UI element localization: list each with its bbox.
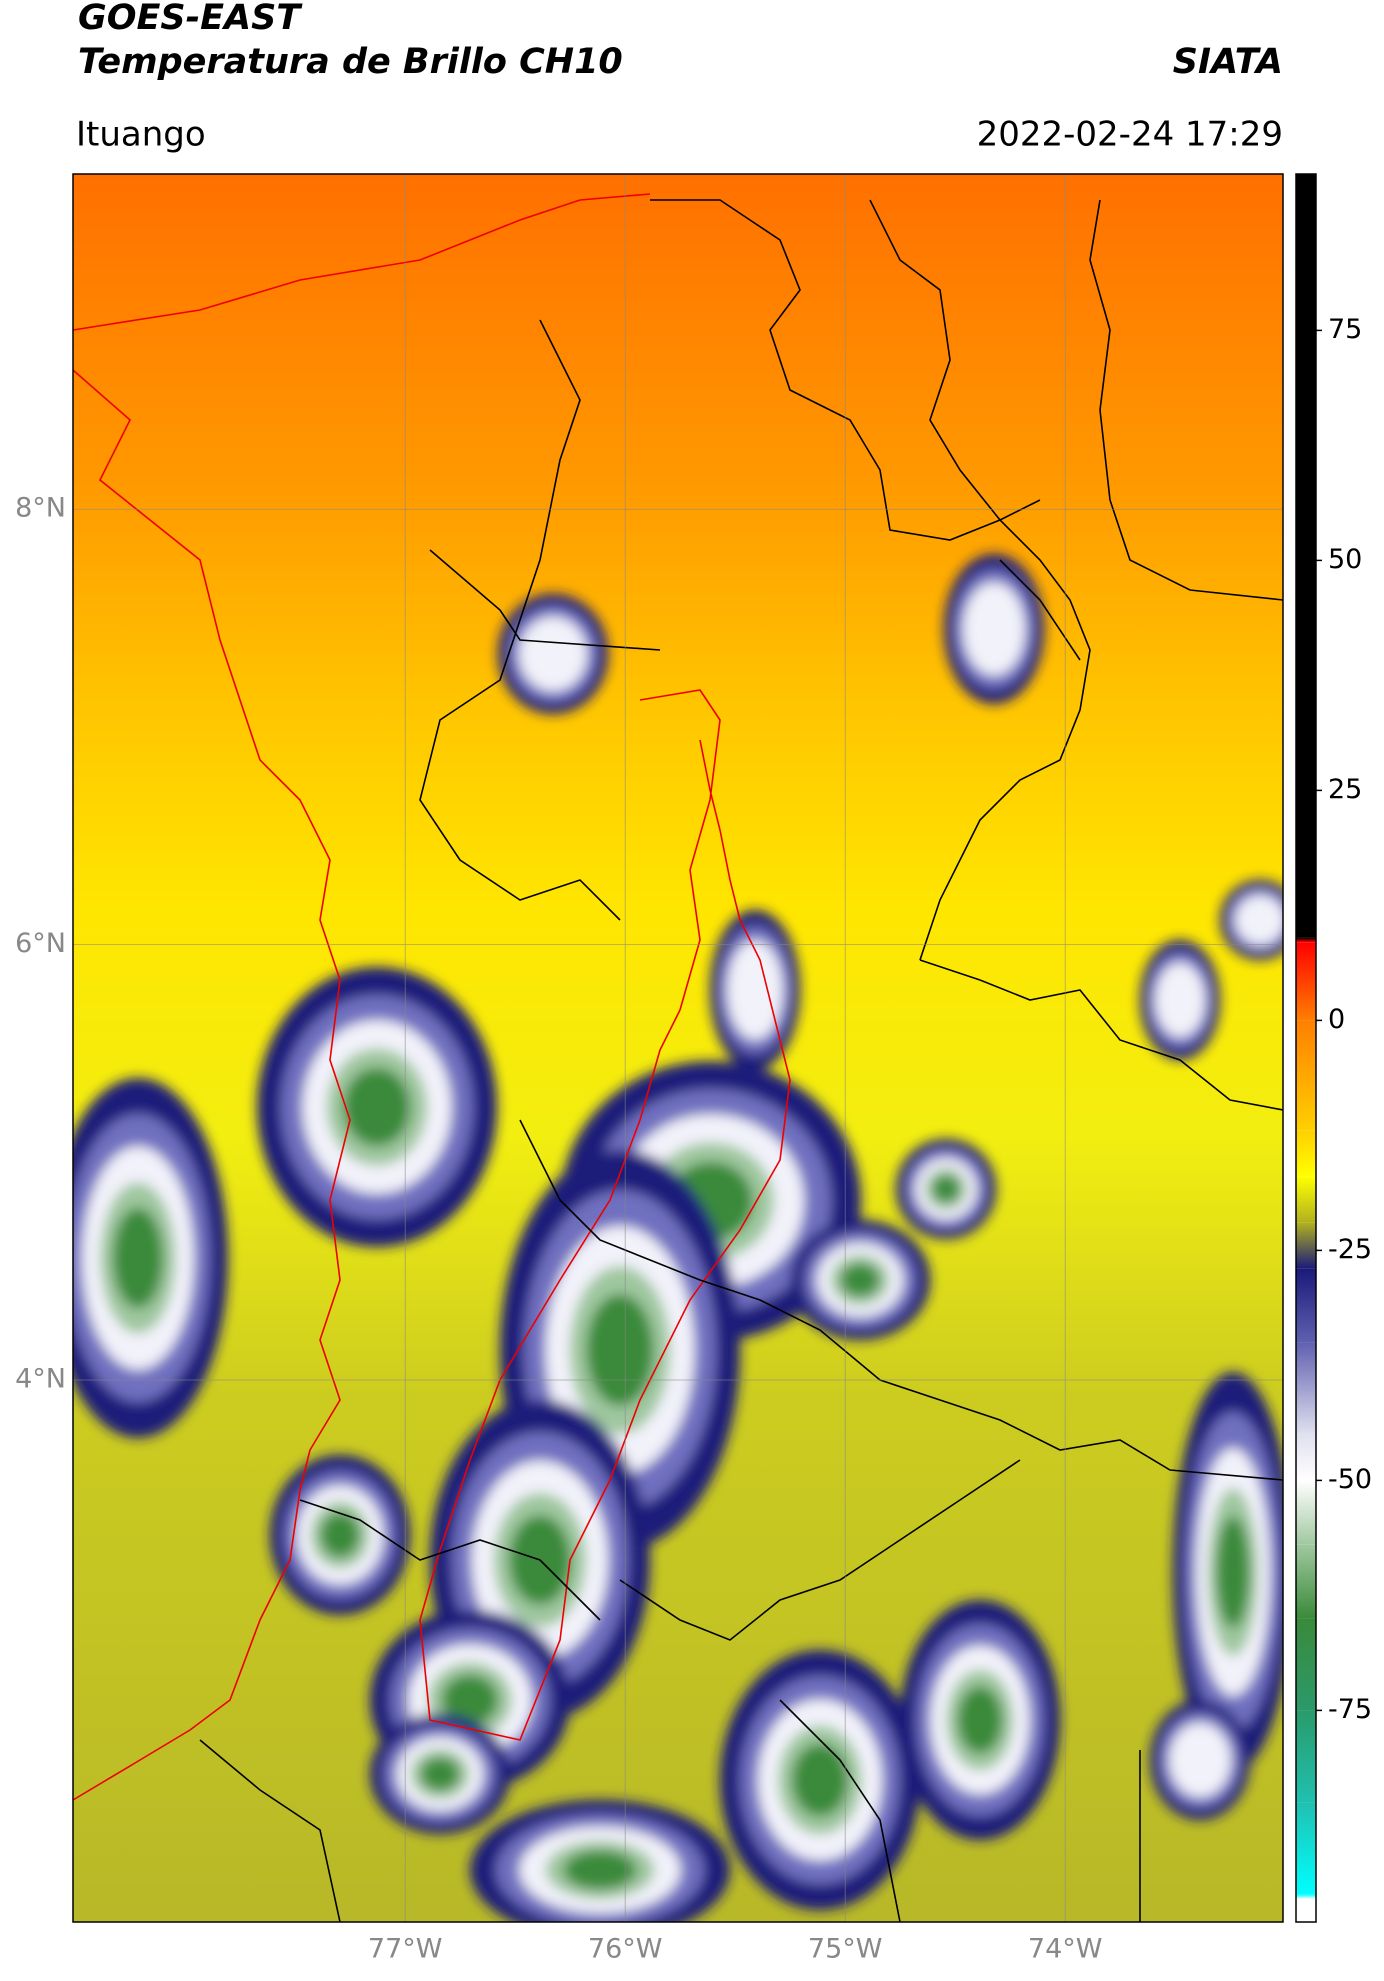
brand: SIATA	[1173, 42, 1283, 82]
colorbar-segment	[1296, 1342, 1316, 1435]
cloud	[518, 616, 588, 692]
colorbar-segment	[1296, 1894, 1316, 1899]
colorbar-segment	[1296, 937, 1316, 943]
colorbar-tick-label: 75	[1328, 314, 1362, 345]
colorbar: -75 -50 -25 0 25 50 75	[1296, 174, 1372, 1922]
map-background	[73, 174, 1283, 1922]
borders	[73, 193, 1283, 1922]
cloud	[727, 940, 783, 1040]
colorbar-segment	[1296, 1618, 1316, 1711]
cloud	[586, 1294, 654, 1406]
colorbar-segment	[1296, 1480, 1316, 1545]
x-tick-label: 77°W	[368, 1934, 443, 1965]
x-tick-label: 74°W	[1028, 1934, 1103, 1965]
cloud	[792, 1743, 848, 1817]
colorbar-segment	[1296, 1268, 1316, 1343]
y-tick-label: 6°N	[15, 928, 66, 959]
clouds	[73, 554, 1283, 1922]
cloud	[932, 1175, 960, 1203]
colorbar-segment	[1296, 1222, 1316, 1269]
colorbar-tick-label: 50	[1328, 544, 1362, 575]
colorbar-segment	[1296, 1899, 1316, 1922]
cloud	[320, 1512, 360, 1558]
colorbar-tick-label: 0	[1328, 1004, 1345, 1035]
colorbar-segment	[1296, 1710, 1316, 1803]
grid	[73, 174, 1283, 1922]
colorbar-segment	[1296, 1802, 1316, 1895]
cloud	[957, 1686, 1003, 1754]
colorbar-segment	[1296, 1020, 1316, 1131]
cloud	[563, 1850, 637, 1890]
colorbar-segment	[1296, 942, 1316, 1021]
colorbar-segment	[1296, 1544, 1316, 1619]
map-frame	[72, 173, 1284, 1923]
x-tick-label: 75°W	[808, 1934, 883, 1965]
x-tick-label: 76°W	[588, 1934, 663, 1965]
colorbar-tick-label: 25	[1328, 774, 1362, 805]
cloud	[1169, 1722, 1231, 1798]
cloud	[840, 1263, 880, 1297]
map	[73, 174, 1283, 1922]
cloud	[1235, 895, 1283, 945]
cloud	[112, 1207, 164, 1309]
title: GOES-EAST	[78, 0, 303, 38]
colorbar-segment	[1296, 1434, 1316, 1481]
y-tick-label: 4°N	[15, 1363, 66, 1394]
colorbar-frame	[1295, 173, 1317, 1923]
subtitle: Temperatura de Brillo CH10	[78, 42, 623, 82]
colorbar-segment	[1296, 174, 1316, 938]
colorbar-tick-label: -50	[1328, 1464, 1372, 1495]
datetime: 2022-02-24 17:29	[977, 115, 1283, 155]
colorbar-segment	[1296, 1176, 1316, 1223]
location: Ituango	[76, 115, 206, 155]
cloud	[963, 582, 1025, 676]
cloud	[420, 1757, 460, 1791]
colorbar-tick-label: -75	[1328, 1694, 1372, 1725]
cloud	[442, 1674, 498, 1726]
y-tick-label: 8°N	[15, 493, 66, 524]
colorbar-segment	[1296, 1130, 1316, 1177]
cloud	[1216, 1516, 1250, 1628]
cloud	[343, 1067, 411, 1147]
cloud	[1155, 962, 1205, 1038]
colorbar-tick-label: -25	[1328, 1234, 1372, 1265]
